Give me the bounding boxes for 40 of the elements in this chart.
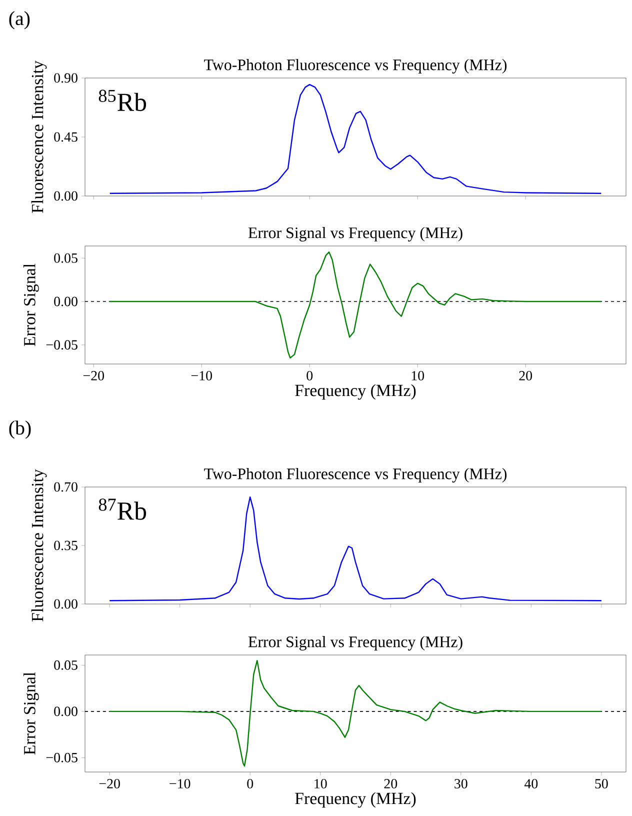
y-tick-label: −0.05 <box>46 340 78 350</box>
y-axis-title: Fluorescence Intensity <box>31 469 47 622</box>
y-tick-label: 0.05 <box>54 253 78 263</box>
y-axis-title: Error Signal <box>23 672 39 755</box>
x-tick-label: 30 <box>454 779 468 788</box>
line-series <box>108 660 602 767</box>
chart-title: Two-Photon Fluorescence vs Frequency (MHz) <box>204 468 507 483</box>
x-tick-label: −10 <box>191 371 212 380</box>
x-tick-label: 20 <box>384 779 398 788</box>
x-axis-title: Frequency (MHz) <box>295 384 416 400</box>
x-tick-label: 40 <box>524 779 538 788</box>
x-tick-label: 0 <box>247 779 254 788</box>
annotation: $^{87}$Rb <box>98 498 146 520</box>
y-tick-label: 0.00 <box>54 296 78 306</box>
text: (b) <box>9 420 31 439</box>
x-tick-label: −10 <box>170 779 190 788</box>
x-tick-label: 10 <box>314 779 327 788</box>
chart-title: Error Signal vs Frequency (MHz) <box>248 226 462 242</box>
y-tick-label: 0.00 <box>54 706 78 716</box>
x-tick-label: 50 <box>595 779 608 788</box>
y-tick-label: 0.45 <box>54 132 78 142</box>
y-tick-label: 0.00 <box>54 191 78 201</box>
y-tick-label: −0.05 <box>46 752 78 762</box>
y-axis-title: Fluorescence Intensity <box>31 60 47 213</box>
y-axis-title: Error Signal <box>23 264 39 346</box>
x-tick-label: 0 <box>306 371 313 380</box>
y-tick-label: 0.70 <box>54 482 78 492</box>
x-tick-label: 20 <box>519 371 532 380</box>
x-tick-label: 10 <box>412 371 424 380</box>
x-axis-title: Frequency (MHz) <box>295 792 416 808</box>
annotation: $^{85}$Rb <box>98 90 146 112</box>
x-tick-label: −20 <box>83 371 104 380</box>
chart-title: Error Signal vs Frequency (MHz) <box>248 636 462 650</box>
chart-title: Two-Photon Fluorescence vs Frequency (MHz) <box>204 59 507 74</box>
y-tick-label: 0.05 <box>54 660 78 670</box>
y-tick-label: 0.00 <box>54 599 78 609</box>
y-tick-label: 0.35 <box>54 540 78 550</box>
x-tick-label: −20 <box>99 779 120 788</box>
text: (a) <box>9 11 30 30</box>
y-tick-label: 0.90 <box>54 73 78 83</box>
